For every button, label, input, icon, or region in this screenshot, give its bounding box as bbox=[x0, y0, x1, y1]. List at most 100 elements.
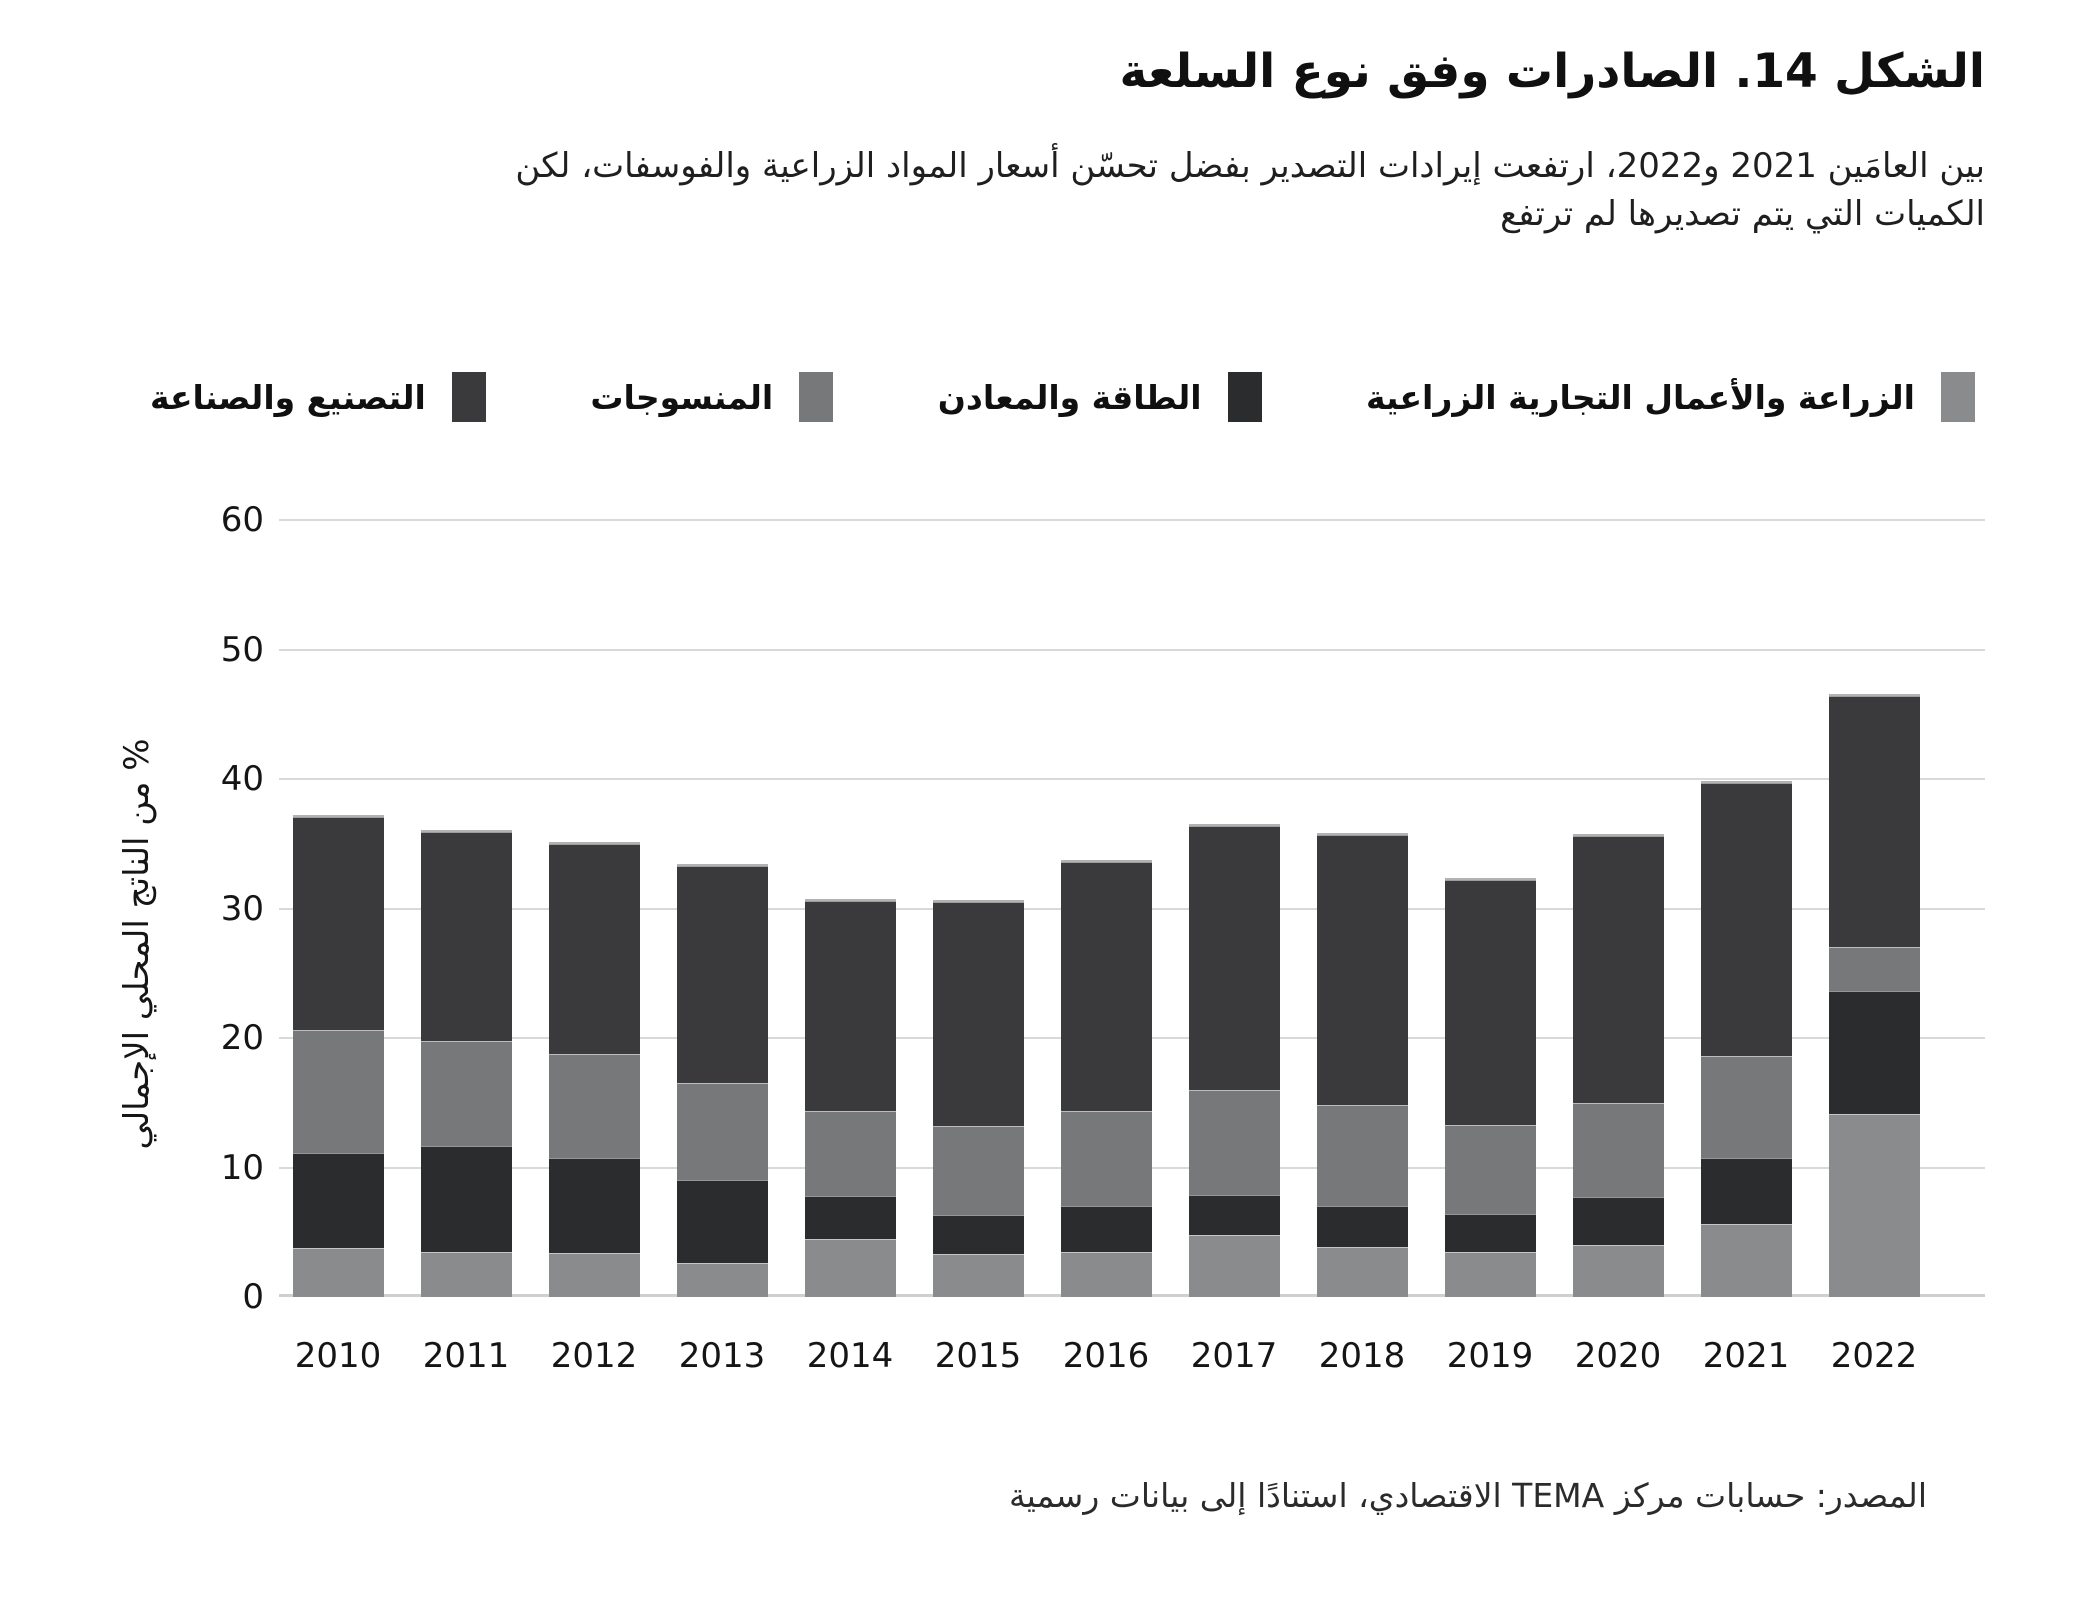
x-axis-label-2017: 2017 bbox=[1190, 1336, 1278, 1376]
bar-segment-agriculture bbox=[676, 1263, 768, 1297]
bar-segment-textiles bbox=[1444, 1124, 1536, 1215]
bar-segment-textiles bbox=[804, 1110, 896, 1196]
y-axis-tick-label: 0 bbox=[242, 1277, 264, 1317]
gridline bbox=[279, 778, 1985, 780]
bar-2012 bbox=[548, 841, 640, 1297]
y-axis-tick-label: 60 bbox=[220, 500, 264, 540]
bar-segment-energy bbox=[1060, 1206, 1152, 1252]
bar-2011 bbox=[420, 830, 512, 1297]
bar-segment-agriculture bbox=[1060, 1251, 1152, 1297]
bar-2022 bbox=[1828, 694, 1920, 1297]
bar-segment-textiles bbox=[932, 1126, 1024, 1216]
bar-2018 bbox=[1316, 832, 1408, 1297]
legend-item-manufacturing: التصنيع والصناعة bbox=[150, 372, 486, 422]
bar-segment-energy bbox=[420, 1145, 512, 1252]
bar-segment-energy bbox=[676, 1180, 768, 1264]
y-axis-tick-label: 40 bbox=[220, 759, 264, 799]
x-axis-label-2010: 2010 bbox=[294, 1336, 382, 1376]
bar-segment-manufacturing bbox=[676, 865, 768, 1084]
bar-2014 bbox=[804, 898, 896, 1297]
bar-segment-manufacturing bbox=[1700, 782, 1792, 1057]
legend-item-energy: الطاقة والمعادن bbox=[938, 372, 1262, 422]
legend-swatch-manufacturing bbox=[451, 372, 486, 422]
source-note: المصدر: حسابات مركز TEMA الاقتصادي، استن… bbox=[1008, 1476, 1927, 1515]
bar-segment-textiles bbox=[1188, 1089, 1280, 1195]
bar-2013 bbox=[676, 863, 768, 1297]
bar-segment-textiles bbox=[1316, 1105, 1408, 1207]
bar-segment-energy bbox=[1444, 1214, 1536, 1252]
bar-segment-energy bbox=[292, 1153, 384, 1248]
legend-label: التصنيع والصناعة bbox=[150, 377, 426, 417]
bar-segment-textiles bbox=[1060, 1110, 1152, 1207]
legend-label: الزراعة والأعمال التجارية الزراعية bbox=[1366, 377, 1915, 417]
bar-segment-manufacturing bbox=[420, 832, 512, 1041]
bar-segment-textiles bbox=[292, 1030, 384, 1154]
bar-segment-energy bbox=[1828, 991, 1920, 1115]
bar-segment-agriculture bbox=[1444, 1251, 1536, 1297]
bar-segment-agriculture bbox=[420, 1251, 512, 1297]
bar-segment-agriculture bbox=[1700, 1224, 1792, 1297]
bar-2010 bbox=[292, 814, 384, 1297]
bar-segment-manufacturing bbox=[1828, 696, 1920, 948]
bar-segment-agriculture bbox=[1572, 1245, 1664, 1297]
bar-segment-agriculture bbox=[292, 1247, 384, 1297]
figure-subtitle-line2: الكميات التي يتم تصديرها لم ترتفع bbox=[1500, 194, 1985, 235]
x-axis-label-2014: 2014 bbox=[806, 1336, 894, 1376]
bar-segment-textiles bbox=[1700, 1056, 1792, 1159]
legend: الزراعة والأعمال التجارية الزراعية الطاقة… bbox=[150, 372, 1975, 422]
bar-segment-manufacturing bbox=[1444, 880, 1536, 1125]
bar-segment-textiles bbox=[1572, 1102, 1664, 1198]
bar-segment-manufacturing bbox=[548, 843, 640, 1054]
bar-segment-energy bbox=[1572, 1197, 1664, 1246]
bar-2016 bbox=[1060, 859, 1152, 1297]
x-axis-label-2012: 2012 bbox=[550, 1336, 638, 1376]
bar-segment-manufacturing bbox=[1188, 825, 1280, 1090]
bar-2020 bbox=[1572, 834, 1664, 1297]
bar-2019 bbox=[1444, 878, 1536, 1297]
y-axis-tick-label: 30 bbox=[220, 888, 264, 929]
y-axis-tick-label: 10 bbox=[220, 1147, 264, 1188]
bar-2015 bbox=[932, 900, 1024, 1297]
plot-area bbox=[279, 519, 1985, 1297]
bar-segment-manufacturing bbox=[1316, 834, 1408, 1106]
bar-segment-agriculture bbox=[932, 1254, 1024, 1297]
bar-segment-manufacturing bbox=[292, 816, 384, 1031]
figure-subtitle: بين العامَين 2021 و2022، ارتفعت إيرادات … bbox=[85, 142, 1985, 239]
legend-item-textiles: المنسوجات bbox=[590, 372, 834, 422]
bar-segment-agriculture bbox=[1828, 1114, 1920, 1297]
bar-segment-agriculture bbox=[1316, 1246, 1408, 1297]
bar-segment-energy bbox=[804, 1196, 896, 1239]
x-axis-label-2018: 2018 bbox=[1318, 1336, 1406, 1376]
legend-label: المنسوجات bbox=[590, 377, 774, 417]
bar-segment-textiles bbox=[548, 1053, 640, 1159]
bar-segment-energy bbox=[1188, 1194, 1280, 1235]
bar-segment-agriculture bbox=[548, 1252, 640, 1297]
bar-segment-textiles bbox=[1828, 947, 1920, 992]
figure-subtitle-line1: بين العامَين 2021 و2022، ارتفعت إيرادات … bbox=[515, 146, 1985, 186]
legend-swatch-agriculture bbox=[1941, 372, 1975, 422]
gridline bbox=[279, 519, 1985, 521]
x-axis-label-2020: 2020 bbox=[1574, 1336, 1662, 1376]
bar-segment-textiles bbox=[676, 1083, 768, 1181]
figure-title: الشكل 14. الصادرات وفق نوع السلعة bbox=[1119, 44, 1985, 99]
x-axis-label-2021: 2021 bbox=[1702, 1336, 1790, 1376]
y-axis-title: % من الناتج المحلي الإجمالي bbox=[117, 738, 157, 1150]
bar-2017 bbox=[1188, 823, 1280, 1297]
gridline bbox=[279, 648, 1985, 651]
x-axis-label-2019: 2019 bbox=[1446, 1336, 1534, 1376]
legend-swatch-energy bbox=[1227, 372, 1262, 422]
legend-item-agriculture: الزراعة والأعمال التجارية الزراعية bbox=[1366, 372, 1975, 422]
legend-label: الطاقة والمعادن bbox=[937, 377, 1202, 417]
bar-segment-energy bbox=[1316, 1206, 1408, 1247]
x-axis-label-2022: 2022 bbox=[1830, 1336, 1918, 1376]
bar-segment-textiles bbox=[420, 1040, 512, 1146]
bar-2021 bbox=[1700, 780, 1792, 1297]
bar-segment-energy bbox=[1700, 1158, 1792, 1225]
bar-segment-energy bbox=[932, 1215, 1024, 1255]
bar-segment-agriculture bbox=[804, 1238, 896, 1297]
x-axis-label-2011: 2011 bbox=[422, 1336, 510, 1376]
bar-segment-manufacturing bbox=[932, 902, 1024, 1127]
y-axis-tick-label: 20 bbox=[220, 1018, 264, 1058]
x-axis-label-2013: 2013 bbox=[678, 1336, 766, 1376]
bar-segment-manufacturing bbox=[1572, 836, 1664, 1103]
